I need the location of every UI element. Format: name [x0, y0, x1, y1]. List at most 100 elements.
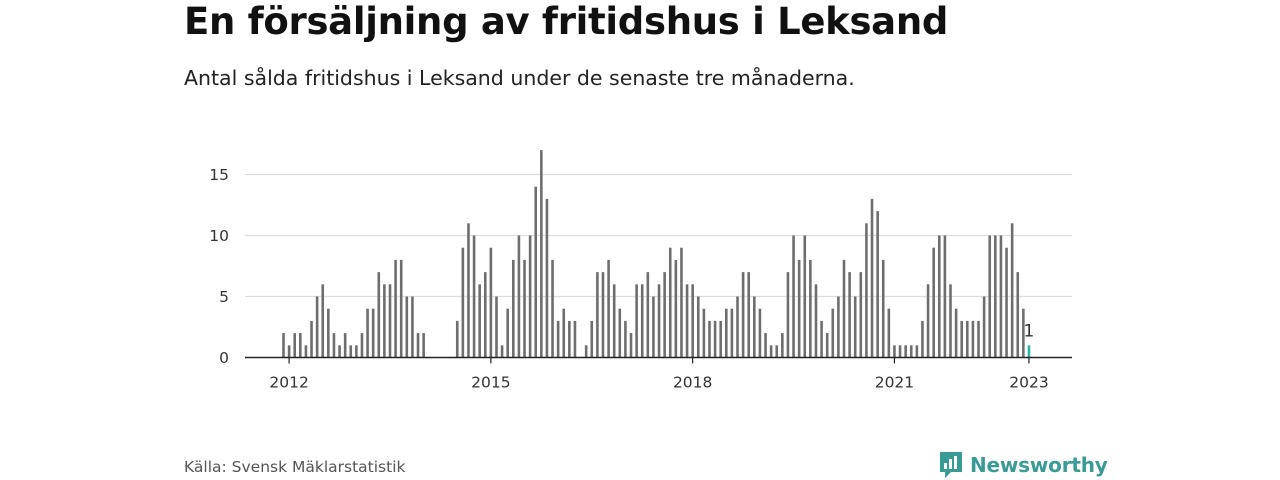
x-tick-label: 2015: [471, 374, 510, 392]
bar: [881, 259, 885, 358]
bar: [736, 296, 739, 358]
bar: [282, 333, 285, 358]
bar: [467, 223, 470, 358]
bar: [764, 333, 767, 358]
bar: [909, 345, 913, 358]
bar: [999, 235, 1003, 358]
bar: [753, 296, 756, 358]
bar: [399, 259, 403, 358]
bar: [977, 320, 980, 358]
bar: [652, 296, 655, 358]
bar: [915, 345, 919, 358]
bar: [489, 247, 493, 358]
bar: [405, 296, 409, 358]
bar: [674, 259, 678, 358]
bar: [837, 296, 840, 358]
bar: [343, 333, 347, 358]
x-tick-label: 2023: [1009, 374, 1048, 392]
bar: [668, 247, 672, 358]
bar: [1005, 247, 1008, 358]
source-note: Källa: Svensk Mäklarstatistik: [184, 458, 406, 476]
bar: [685, 284, 689, 358]
bar: [562, 308, 566, 358]
bar: [506, 308, 509, 358]
bar: [332, 333, 336, 358]
bar: [893, 345, 896, 358]
bar: [1010, 223, 1014, 358]
x-axis-ticks: 2012 2015 2018 2021 2023: [269, 357, 1049, 392]
bar: [366, 308, 369, 358]
bar: [411, 296, 414, 358]
bar: [371, 308, 375, 358]
bar: [556, 320, 560, 358]
bar: [853, 296, 857, 358]
bar: [663, 272, 666, 358]
bar: [1022, 308, 1025, 358]
bar: [719, 320, 722, 358]
bar: [887, 308, 891, 358]
bar: [612, 284, 616, 358]
bar: [540, 150, 543, 358]
y-tick-label: 5: [219, 288, 229, 306]
bar: [691, 284, 694, 358]
bar: [500, 345, 504, 358]
bar: [472, 235, 476, 358]
bar: [551, 259, 554, 358]
y-tick-label: 10: [209, 227, 229, 245]
y-tick-label: 15: [209, 166, 229, 184]
bar: [293, 333, 297, 358]
newsworthy-logo-icon: [940, 452, 962, 478]
bar: [657, 284, 661, 358]
bar: [584, 345, 588, 358]
bar: [573, 320, 577, 358]
annotations: 1: [1024, 321, 1035, 341]
bar: [618, 308, 622, 358]
bars: [282, 150, 1031, 358]
bar: [304, 345, 308, 358]
bar: [982, 296, 986, 358]
x-tick-label: 2012: [269, 374, 308, 392]
bar: [360, 333, 364, 358]
x-tick-label: 2021: [875, 374, 914, 392]
bar: [321, 284, 325, 358]
bar: [859, 272, 863, 358]
bar: [825, 333, 829, 358]
bar: [394, 259, 397, 358]
bar: [534, 186, 538, 358]
bar: [898, 345, 902, 358]
bar: [1016, 272, 1020, 358]
bar: [388, 284, 392, 358]
bar: [937, 235, 941, 358]
bar: [523, 259, 526, 358]
bar: [528, 235, 532, 358]
bar-chart: 0 5 10 15 2012 2015 2018 2021 2023 1: [209, 150, 1072, 392]
y-tick-label: 0: [219, 349, 229, 367]
bar: [820, 320, 823, 358]
bar: [994, 235, 997, 358]
newsworthy-logo[interactable]: Newsworthy: [938, 450, 1108, 480]
bar: [870, 198, 874, 358]
bar: [713, 320, 717, 358]
bar: [724, 308, 728, 358]
bar: [310, 320, 313, 358]
bar: [590, 320, 594, 358]
bar: [865, 223, 868, 358]
bar: [607, 259, 610, 358]
bar: [568, 320, 571, 358]
bar: [545, 198, 549, 358]
bar: [904, 345, 907, 358]
bar: [601, 272, 605, 358]
bar: [635, 284, 638, 358]
bar: [629, 333, 633, 358]
bar: [954, 308, 958, 358]
bar: [876, 211, 879, 358]
bar: [461, 247, 465, 358]
bar: [926, 284, 930, 358]
data-label-last: 1: [1024, 321, 1035, 341]
bar: [809, 259, 812, 358]
bar: [702, 308, 706, 358]
bar: [932, 247, 935, 358]
chart-title: En försäljning av fritidshus i Leksand: [184, 0, 949, 43]
bar: [517, 235, 521, 358]
bar: [960, 320, 964, 358]
